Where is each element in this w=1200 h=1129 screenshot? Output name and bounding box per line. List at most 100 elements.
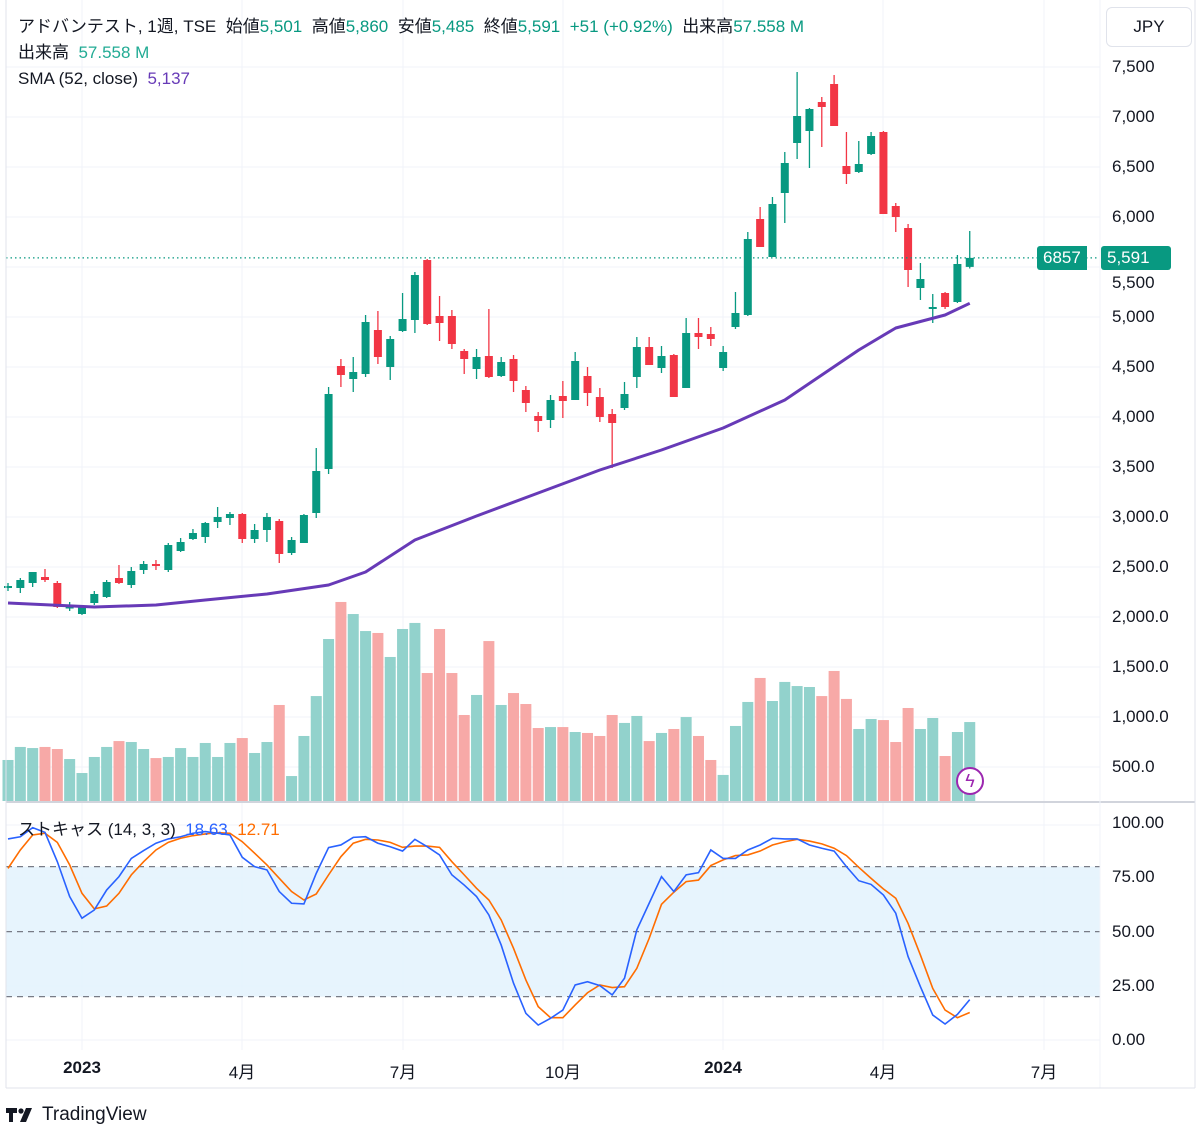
candle-body [410, 275, 419, 320]
candle-body [558, 396, 567, 401]
volume-value: 57.558 M [733, 17, 805, 36]
candle-body [275, 521, 284, 554]
high-value: 5,860 [345, 17, 389, 36]
stoch-band [6, 866, 1100, 998]
stoch-band-fill [6, 866, 1100, 997]
tradingview-logo[interactable]: TradingView [6, 1104, 147, 1126]
candle-body [497, 362, 506, 376]
volume-bar [446, 673, 458, 801]
candle-body [521, 390, 530, 403]
volume-bar [409, 622, 421, 801]
lightning-icon[interactable]: ϟ [956, 767, 984, 795]
candle-body [472, 357, 481, 369]
candle-body [669, 355, 678, 397]
candle-body [349, 372, 358, 379]
volume-bar [840, 698, 852, 801]
volume-bar [150, 758, 162, 801]
candle-body [28, 572, 37, 583]
volume-bar [101, 746, 113, 801]
stoch-axis-label: 100.00 [1112, 813, 1164, 833]
volume-bar [495, 704, 507, 801]
stoch-axis-label: 75.00 [1112, 867, 1155, 887]
candle-body [595, 397, 604, 417]
candle-body [632, 347, 641, 377]
volume-bar [668, 728, 680, 801]
stoch-d-line [7, 831, 971, 1019]
logo-text: TradingView [42, 1104, 147, 1125]
volume-bar [766, 701, 778, 801]
candle-body [571, 361, 580, 400]
change-value: +51 (+0.92%) [569, 17, 673, 36]
time-axis-label: 10月 [545, 1063, 581, 1082]
volume-bar [187, 756, 199, 801]
volume-bar [434, 628, 446, 801]
candle-body [77, 606, 86, 614]
volume-bar [14, 746, 26, 801]
candle-body [423, 260, 432, 324]
volume-bar [545, 727, 557, 801]
candle-body [324, 394, 333, 469]
candle-body [373, 330, 382, 357]
volume-bar [2, 759, 14, 801]
price-axis-label: 6,500 [1112, 157, 1155, 176]
candle-body [867, 136, 876, 154]
volume-bar [853, 728, 865, 801]
candle-body [546, 400, 555, 420]
time-axis-label: 2024 [704, 1058, 742, 1077]
candle-body [90, 594, 99, 603]
candle-body [53, 583, 62, 607]
candle-body [756, 219, 765, 247]
price-axis-label: 3,500 [1112, 457, 1155, 476]
currency-button[interactable]: JPY [1106, 7, 1192, 47]
candle-body [694, 333, 703, 337]
price-axis-label: 1,000.0 [1112, 707, 1169, 726]
volume-bar [64, 759, 76, 801]
volume-bar [249, 752, 261, 801]
candle-body [830, 84, 839, 126]
volume-legend[interactable]: 出来高 57.558 M [18, 43, 149, 63]
volume-bar [803, 687, 815, 801]
volume-bar [224, 742, 236, 801]
stoch-legend[interactable]: ストキャス (14, 3, 3) 18.63 12.71 [18, 820, 280, 840]
volume-bar [261, 742, 273, 801]
close-value: 5,591 [517, 17, 561, 36]
time-axis-label: 7月 [1030, 1063, 1058, 1082]
volume-bar [569, 732, 581, 801]
candle-body [151, 564, 160, 566]
stoch-axis-label: 50.00 [1112, 921, 1155, 941]
volume-bar [914, 728, 926, 801]
volume-bar [397, 628, 409, 801]
volume-bar [890, 742, 902, 801]
volume-bar [138, 749, 150, 801]
volume-bar [421, 673, 433, 801]
candle-body [768, 204, 777, 257]
symbol-tag: 6857 [1037, 246, 1087, 270]
stochastic-series [7, 826, 971, 1027]
volume-bar [606, 714, 618, 801]
tradingview-logo-icon [6, 1108, 32, 1122]
price-axis-label: 2,000.0 [1112, 607, 1169, 626]
low-value: 5,485 [431, 17, 475, 36]
candle-body [509, 359, 518, 381]
volume-bar [631, 715, 643, 801]
volume-bar [212, 756, 224, 801]
candle-body [213, 517, 222, 522]
price-axis-label: 1,500.0 [1112, 657, 1169, 676]
volume-bar [680, 717, 692, 801]
sma-legend[interactable]: SMA (52, close) 5,137 [18, 69, 190, 89]
candle-body [164, 545, 173, 570]
price-axis-label: 7,500 [1112, 57, 1155, 76]
candle-body [682, 333, 691, 388]
volume-bar [483, 641, 495, 801]
sma-legend-value: 5,137 [147, 69, 190, 88]
candle-body [16, 580, 25, 588]
low-label: 安値 [397, 17, 432, 36]
candle-body [188, 533, 197, 539]
candle-body [731, 313, 740, 327]
candle-body [225, 514, 234, 518]
sma-legend-label: SMA (52, close) [18, 69, 138, 88]
price-axis-label: 2,500.0 [1112, 557, 1169, 576]
candle-body [780, 163, 789, 193]
time-axis-label: 7月 [389, 1063, 417, 1082]
